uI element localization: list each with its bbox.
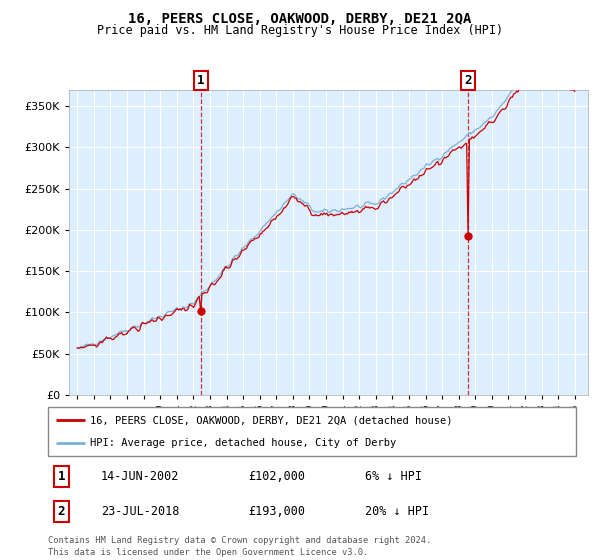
Text: £102,000: £102,000 [248, 470, 305, 483]
Text: 23-JUL-2018: 23-JUL-2018 [101, 505, 179, 518]
Text: 14-JUN-2002: 14-JUN-2002 [101, 470, 179, 483]
Text: HPI: Average price, detached house, City of Derby: HPI: Average price, detached house, City… [90, 438, 397, 448]
FancyBboxPatch shape [48, 407, 576, 456]
Text: This data is licensed under the Open Government Licence v3.0.: This data is licensed under the Open Gov… [48, 548, 368, 557]
Text: 20% ↓ HPI: 20% ↓ HPI [365, 505, 429, 518]
Text: 1: 1 [58, 470, 65, 483]
Text: 1: 1 [197, 74, 205, 87]
Text: 2: 2 [464, 74, 472, 87]
Text: Contains HM Land Registry data © Crown copyright and database right 2024.: Contains HM Land Registry data © Crown c… [48, 536, 431, 545]
Text: 6% ↓ HPI: 6% ↓ HPI [365, 470, 422, 483]
Text: 16, PEERS CLOSE, OAKWOOD, DERBY, DE21 2QA (detached house): 16, PEERS CLOSE, OAKWOOD, DERBY, DE21 2Q… [90, 416, 453, 426]
Text: Price paid vs. HM Land Registry's House Price Index (HPI): Price paid vs. HM Land Registry's House … [97, 24, 503, 37]
Text: 16, PEERS CLOSE, OAKWOOD, DERBY, DE21 2QA: 16, PEERS CLOSE, OAKWOOD, DERBY, DE21 2Q… [128, 12, 472, 26]
Text: 2: 2 [58, 505, 65, 518]
Text: £193,000: £193,000 [248, 505, 305, 518]
